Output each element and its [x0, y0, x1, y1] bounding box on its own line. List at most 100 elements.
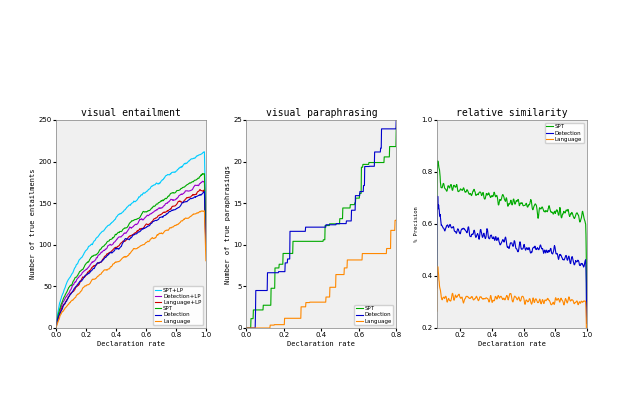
- SPT: [314, 239, 322, 244]
- Language: [144, 239, 152, 244]
- Language+LP: [52, 326, 60, 330]
- Y-axis label: Number of true paraphrasings: Number of true paraphrasings: [225, 164, 230, 284]
- SPT: [556, 205, 563, 210]
- Detection: [243, 326, 250, 330]
- SPT+LP: [202, 224, 210, 229]
- Language: [188, 213, 196, 218]
- Detection: [324, 222, 331, 227]
- SPT: [580, 212, 587, 217]
- SPT: [141, 210, 149, 214]
- Detection: [188, 196, 196, 201]
- Language: [141, 242, 149, 246]
- Legend: SPT, Detection, Language: SPT, Detection, Language: [354, 305, 394, 325]
- Line: SPT+LP: SPT+LP: [56, 152, 206, 328]
- Line: Language: Language: [437, 266, 587, 344]
- Language+LP: [178, 200, 186, 205]
- Detection: [332, 222, 339, 227]
- Detection: [314, 225, 321, 230]
- SPT+LP: [201, 149, 208, 154]
- Language+LP: [144, 222, 152, 227]
- Detection: [144, 224, 152, 228]
- Language: [522, 298, 530, 302]
- Language: [53, 324, 61, 328]
- Detection+LP: [142, 215, 149, 220]
- Detection: [392, 116, 400, 121]
- SPT: [198, 171, 206, 176]
- SPT: [144, 208, 152, 213]
- SPT: [366, 160, 373, 165]
- SPT+LP: [141, 191, 149, 196]
- Detection+LP: [202, 242, 210, 247]
- Language: [392, 218, 400, 222]
- Language+LP: [53, 321, 61, 326]
- Detection+LP: [53, 321, 61, 326]
- Language: [366, 251, 373, 256]
- Language: [514, 296, 522, 300]
- SPT+LP: [178, 164, 186, 169]
- SPT: [202, 237, 210, 242]
- Detection: [505, 246, 513, 251]
- Line: Language: Language: [246, 220, 396, 328]
- SPT: [433, 268, 441, 273]
- Language: [314, 300, 322, 304]
- Line: SPT: SPT: [56, 174, 206, 328]
- Detection: [53, 320, 61, 325]
- Detection: [202, 247, 210, 252]
- Language: [433, 309, 441, 314]
- Detection: [178, 200, 186, 205]
- Line: Language: Language: [56, 211, 206, 328]
- Detection+LP: [178, 192, 186, 197]
- SPT: [389, 144, 396, 149]
- SPT: [142, 209, 149, 214]
- SPT: [314, 239, 321, 244]
- Legend: SPT, Detection, Language: SPT, Detection, Language: [545, 123, 584, 143]
- SPT: [392, 126, 400, 131]
- Language: [504, 298, 512, 302]
- X-axis label: Declaration rate: Declaration rate: [478, 341, 545, 347]
- Language: [505, 294, 513, 299]
- Language+LP: [196, 187, 203, 192]
- Detection: [52, 326, 60, 330]
- SPT: [324, 223, 331, 228]
- Line: Detection: Detection: [246, 118, 396, 328]
- Legend: SPT+LP, Detection+LP, Language+LP, SPT, Detection, Language: SPT+LP, Detection+LP, Language+LP, SPT, …: [153, 286, 203, 325]
- Title: relative similarity: relative similarity: [456, 108, 567, 118]
- Title: visual entailment: visual entailment: [81, 108, 181, 118]
- Detection+LP: [144, 213, 152, 218]
- Line: SPT: SPT: [246, 128, 396, 328]
- Line: Language+LP: Language+LP: [56, 190, 206, 328]
- SPT: [505, 202, 513, 206]
- SPT: [504, 203, 512, 208]
- X-axis label: Declaration rate: Declaration rate: [97, 341, 165, 347]
- Line: Detection: Detection: [437, 196, 587, 323]
- Language+LP: [188, 193, 196, 198]
- SPT: [332, 222, 339, 226]
- Line: Detection: Detection: [56, 192, 206, 328]
- SPT+LP: [188, 156, 196, 161]
- Detection: [366, 164, 373, 169]
- Detection+LP: [188, 188, 196, 192]
- SPT+LP: [142, 190, 149, 195]
- Language: [324, 295, 331, 300]
- Detection+LP: [198, 179, 206, 184]
- Language: [332, 285, 339, 290]
- SPT: [243, 326, 250, 330]
- SPT: [522, 201, 530, 206]
- Detection: [141, 226, 149, 230]
- Detection: [583, 321, 590, 326]
- Detection: [580, 263, 587, 268]
- Detection: [314, 225, 322, 230]
- Detection: [433, 286, 441, 290]
- Language+LP: [202, 246, 210, 250]
- SPT+LP: [144, 188, 152, 193]
- X-axis label: Declaration rate: Declaration rate: [288, 341, 355, 347]
- Detection: [522, 246, 530, 251]
- SPT: [514, 197, 522, 202]
- Language: [201, 208, 208, 213]
- Language: [556, 300, 563, 304]
- Detection: [142, 226, 149, 230]
- Detection: [514, 249, 522, 254]
- Detection+LP: [141, 216, 149, 220]
- SPT: [52, 326, 60, 330]
- Language: [52, 326, 60, 330]
